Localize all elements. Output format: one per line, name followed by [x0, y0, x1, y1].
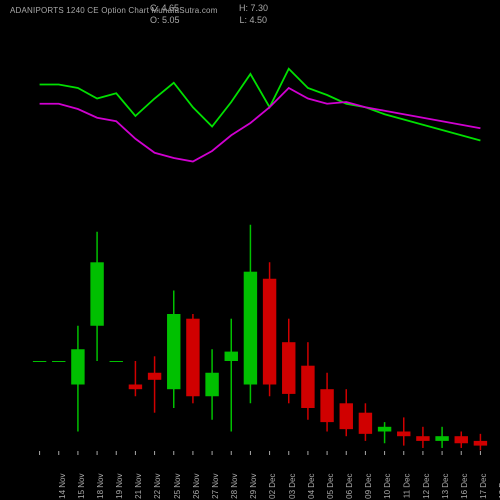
x-axis-label: 18 Nov	[96, 474, 105, 499]
candle-body	[167, 314, 180, 389]
candle-body	[340, 403, 353, 429]
x-axis-label: 29 Nov	[249, 474, 258, 499]
x-axis-label: 15 Nov	[77, 474, 86, 499]
candle-body	[474, 441, 487, 446]
x-axis-label: 26 Nov	[192, 474, 201, 499]
x-axis-label: 12 Dec	[422, 474, 431, 499]
x-axis-label: 05 Dec	[326, 474, 335, 499]
x-axis-label: 16 Dec	[460, 474, 469, 499]
x-axis-labels: 14 Nov 15 Nov 18 Nov 19 Nov 21 Nov 22 Nov 25 N…	[30, 455, 490, 500]
candle-body	[90, 262, 103, 325]
x-axis-label: 03 Dec	[287, 474, 296, 499]
candle-body	[205, 373, 218, 397]
x-axis-label: 06 Dec	[345, 474, 354, 499]
candle-body	[263, 279, 276, 385]
ohlc-block: C: 4.65 H: 7.30 O: 5.05 L: 4.50	[150, 2, 268, 26]
candle-body	[282, 342, 295, 394]
plot-svg	[30, 25, 490, 455]
x-axis-label: 02 Dec	[268, 474, 277, 499]
candle-body	[359, 413, 372, 434]
candle-body	[148, 373, 161, 380]
candle-body	[186, 319, 199, 397]
candle-body	[455, 436, 468, 443]
ohlc-close: C: 4.65	[150, 2, 179, 14]
x-axis-label: 10 Dec	[383, 474, 392, 499]
candle-body	[435, 436, 448, 441]
x-axis-label: 19 Nov	[115, 474, 124, 499]
x-axis-label: 11 Dec	[402, 474, 411, 499]
x-axis-label: 09 Dec	[364, 474, 373, 499]
x-axis-label: 21 Nov	[134, 474, 143, 499]
plot-area	[30, 25, 490, 455]
x-axis-label: 22 Nov	[153, 474, 162, 499]
candle-body	[71, 349, 84, 384]
ohlc-high: H: 7.30	[239, 2, 268, 14]
x-axis-label: 17 Dec	[479, 474, 488, 499]
candle-body	[301, 366, 314, 408]
candle-body	[397, 432, 410, 437]
x-axis-label: 25 Nov	[172, 474, 181, 499]
candle-body	[320, 389, 333, 422]
candle-body	[378, 427, 391, 432]
indicator-line-green	[40, 69, 481, 141]
candle-body	[225, 352, 238, 361]
x-axis-label: 28 Nov	[230, 474, 239, 499]
candle-body	[416, 436, 429, 441]
x-axis-label: 27 Nov	[211, 474, 220, 499]
candle-body	[33, 361, 46, 362]
candle-body	[244, 272, 257, 385]
candle-body	[129, 385, 142, 390]
indicator-line-magenta	[40, 88, 481, 162]
x-axis-label: 13 Dec	[441, 474, 450, 499]
x-axis-label: 04 Dec	[307, 474, 316, 499]
candle-body	[110, 361, 123, 362]
candle-body	[52, 361, 65, 362]
x-axis-label: 14 Nov	[57, 474, 66, 499]
chart-container: ADANIPORTS 1240 CE Option Chart MunafaSu…	[0, 0, 500, 500]
